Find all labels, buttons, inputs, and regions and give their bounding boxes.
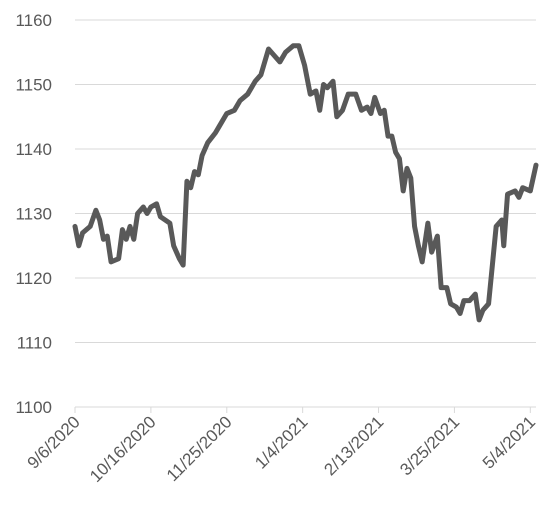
y-tick-label: 1120	[15, 269, 52, 288]
x-tick-label: 3/25/2021	[396, 412, 463, 479]
data-line	[72, 43, 539, 323]
x-tick-label: 2/13/2021	[320, 412, 387, 479]
y-tick-label: 1150	[15, 76, 52, 95]
x-tick-label: 10/16/2020	[86, 412, 160, 486]
y-tick-label: 1130	[15, 205, 52, 224]
y-tick-label: 1100	[15, 398, 52, 417]
y-tick-label: 1160	[15, 11, 52, 30]
x-tick-label: 1/4/2021	[251, 412, 311, 472]
x-tick-label: 5/4/2021	[479, 412, 539, 472]
y-tick-label: 1110	[17, 334, 52, 353]
x-tick-label: 9/6/2020	[24, 412, 84, 472]
y-tick-label: 1140	[15, 140, 52, 159]
x-tick-label: 11/25/2020	[163, 412, 236, 485]
